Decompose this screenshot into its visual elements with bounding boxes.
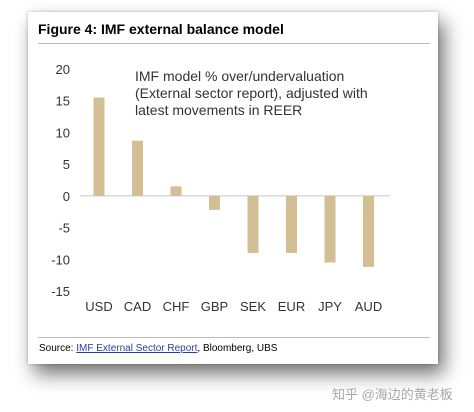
chart-annotation: IMF model % over/undervaluation (Externa… [135, 68, 395, 119]
y-tick-label: 5 [63, 157, 70, 172]
x-tick-label-cad: CAD [124, 299, 151, 314]
x-tick-label-aud: AUD [355, 299, 382, 314]
bar-usd [93, 97, 105, 196]
bar-sek [247, 195, 259, 253]
y-tick-label: 0 [63, 189, 70, 204]
figure-title: Figure 4: IMF external balance model [38, 21, 284, 37]
x-tick-label-eur: EUR [278, 299, 305, 314]
x-tick-label-gbp: GBP [201, 299, 228, 314]
annotation-line-2: (External sector report), adjusted with [135, 85, 368, 101]
bar-jpy [324, 195, 336, 263]
source-prefix: Source: [39, 343, 77, 354]
x-tick-label-usd: USD [85, 299, 112, 314]
y-tick-label: 10 [56, 125, 70, 140]
x-tick-label-chf: CHF [163, 299, 190, 314]
bar-chf [170, 186, 182, 196]
x-tick-label-sek: SEK [240, 299, 266, 314]
y-axis-ticks: 20 15 10 5 0 -5 -10 -15 [51, 62, 70, 299]
y-tick-label: -15 [51, 284, 70, 299]
source-note: Source: IMF External Sector Report, Bloo… [39, 343, 277, 354]
source-divider [38, 337, 430, 338]
bar-cad [132, 140, 143, 196]
bar-gbp [209, 195, 220, 210]
annotation-line-3: latest movements in REER [135, 102, 303, 118]
bar-chart: 20 15 10 5 0 -5 -10 -15 USD CAD CHF GBP SEK EUR JPY AU… [51, 62, 391, 314]
bar-eur [286, 195, 297, 253]
bars [93, 97, 374, 267]
y-tick-label: -5 [58, 221, 70, 236]
y-tick-label: 15 [56, 94, 70, 109]
watermark: 知乎 @海边的黄老板 [332, 387, 453, 402]
annotation-line-1: IMF model % over/undervaluation [135, 68, 345, 84]
bar-aud [363, 195, 374, 267]
figure-card: Figure 4: IMF external balance model 20 1… [28, 12, 438, 364]
y-tick-label: -10 [51, 252, 70, 267]
x-tick-label-jpy: JPY [318, 299, 342, 314]
x-axis-ticks: USD CAD CHF GBP SEK EUR JPY AUD [85, 299, 382, 314]
source-suffix: , Bloomberg, UBS [197, 343, 278, 354]
y-tick-label: 20 [56, 62, 70, 77]
title-divider [38, 43, 430, 44]
source-link[interactable]: IMF External Sector Report [76, 343, 198, 354]
